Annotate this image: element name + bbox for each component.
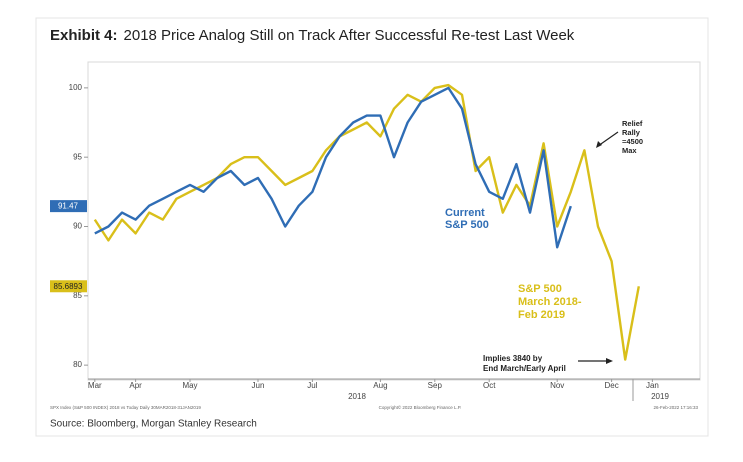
annotation: Implies 3840 by End March/Early April [483,354,566,373]
x-tick-label: Sep [428,381,443,390]
y-tick-label: 80 [73,360,82,369]
annotation-line: Relief [622,119,643,128]
plot-frame [87,61,701,381]
last-value-label: 91.47 [58,202,79,211]
last-value-tag [50,200,87,213]
card [35,17,709,437]
series-line [93,83,640,361]
footer-copyright: Copyright© 2022 Bloomberg Finance L.P. [379,404,462,410]
x-tick-label: Mar [88,381,102,390]
arrow-head [596,141,602,148]
x-tick-label: Jul [307,381,317,390]
x-tick-label: May [182,381,197,390]
title-text: 2018 Price Analog Still on Track After S… [124,27,575,44]
x-tick-label: Jun [252,381,265,390]
annotation-line: S&P 500 [518,283,562,295]
last-value-tag [50,280,87,293]
x-tick-label: Dec [604,381,618,390]
annotation: S&P 500 March 2018-Feb 2019 [518,283,582,321]
chart-title: Exhibit 4: 2018 Price Analog Still on Tra… [50,27,575,44]
x-tick-label: Apr [129,381,142,390]
annotation-line: Current [445,207,485,219]
x-tick-label: Nov [550,381,564,390]
annotation-line: =4500 [622,137,643,146]
arrow [597,131,619,147]
y-tick-label: 95 [73,152,82,161]
year-label: 2018 [348,392,366,401]
last-value-label: 85.6893 [54,282,83,291]
annotation-line: Max [622,146,637,155]
arrow-head [606,358,613,364]
y-tick-label: 90 [73,222,82,231]
footer-timestamp: 26-Feb-2022 17:16:33 [653,405,698,410]
annotation: Current S&P 500 [445,207,489,231]
series-line [94,86,572,249]
annotation-line: Implies 3840 by [483,354,543,363]
year-label: 2019 [651,392,669,401]
y-tick-label: 100 [69,83,83,92]
footer-left: SPX Index (S&P 500 INDEX) 2018 vs Today … [50,405,201,410]
x-tick-label: Oct [483,381,496,390]
title-prefix: Exhibit 4: [50,27,118,44]
source: Source: Bloomberg, Morgan Stanley Resear… [50,419,257,430]
annotation: Relief Rally =4500 Max [622,119,643,155]
annotation-line: S&P 500 [445,219,489,231]
x-tick-label: Jan [646,381,659,390]
annotation-line: March 2018- [518,296,582,308]
x-tick-label: Aug [373,381,387,390]
y-tick-label: 85 [73,291,82,300]
annotation-line: End March/Early April [483,364,566,373]
annotation-line: Feb 2019 [518,309,565,321]
annotation-line: Rally [622,128,641,137]
